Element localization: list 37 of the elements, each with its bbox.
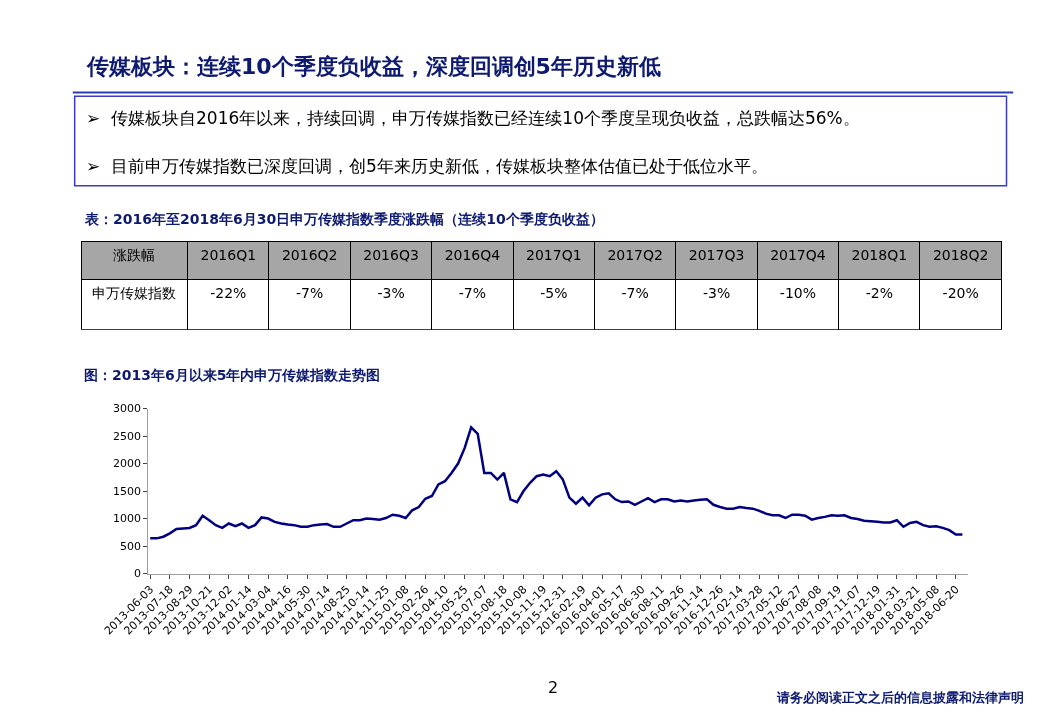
text: -2% [865,285,893,302]
category-label: 申万传媒指数 [92,285,177,302]
category-label: 2017Q3 [688,247,745,264]
category-label: 2018Q1 [851,247,908,264]
text: -3% [702,285,731,302]
category-label: 2017Q4 [770,247,826,264]
y-tick-label: 1000 [113,512,142,526]
line-series [148,426,964,540]
text: 传媒板块：连续10个季度负收益，深度回调创5年历史新低 [86,54,661,79]
y-tick-label: 3000 [113,402,142,416]
category-label: 2018Q2 [932,247,989,264]
text: -7% [621,285,649,302]
category-label: 2016Q4 [444,247,501,264]
y-tick-label: 0 [134,567,142,581]
text: -20% [942,285,979,302]
y-tick-label: 2500 [113,429,142,443]
y-tick-label: 2000 [113,457,142,471]
text: -22% [210,285,247,302]
category-label: 2017Q2 [607,247,663,264]
text: ➢ 传媒板块自2016年以来，持续回调，申万传媒指数已经连续10个季度呈现负收益，总跌幅达56%。 [86,108,860,128]
category-label: 2016Q2 [281,247,338,264]
category-label: 2016Q1 [200,247,257,264]
text: 请务必阅读正文之后的信息披露和法律声明 [776,690,1024,705]
text: -5% [540,285,568,302]
text: 表：2016年至2018年6月30日申万传媒指数季度涨跌幅（连续10个季度负收益） [84,211,604,227]
y-tick-label: 1500 [113,484,142,498]
text: -10% [779,285,817,302]
text: ➢ 目前申万传媒指数已深度回调，创5年来历史新低，传媒板块整体估值已处于低位水平。 [86,156,768,176]
text: -3% [377,285,405,302]
y-tick-label: 500 [120,539,142,553]
chart-title: 图：2013年6月以来5年内申万传媒指数走势图 [84,367,381,383]
text: -7% [296,285,324,302]
category-label: 2017Q1 [526,247,582,264]
text: 涨跌幅 [113,247,156,264]
text: 2 [548,678,559,697]
text: -7% [458,285,487,302]
category-label: 2016Q3 [363,247,419,264]
